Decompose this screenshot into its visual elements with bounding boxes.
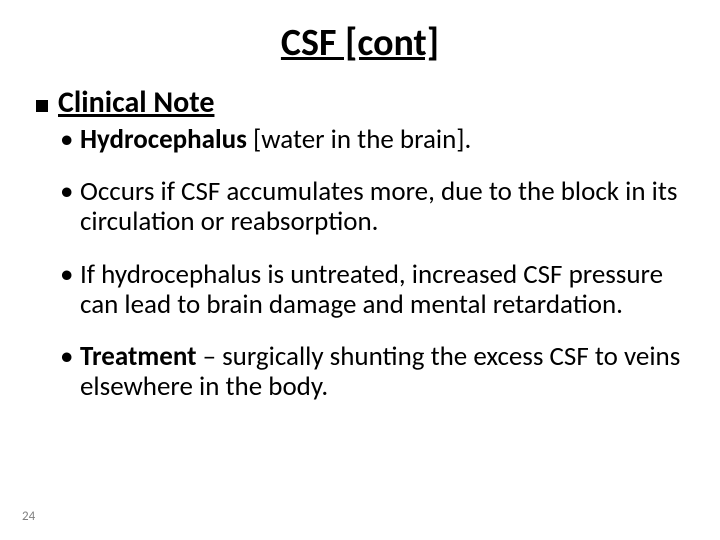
bullet-rest: If hydrocephalus is untreated, increased… <box>80 258 663 321</box>
list-item: Occurs if CSF accumulates more, due to t… <box>60 177 684 237</box>
bullet-rest: [water in the brain]. <box>247 123 471 156</box>
section-heading-text: Clinical Note <box>58 84 214 121</box>
slide-container: CSF [cont] Clinical Note Hydrocephalus [… <box>0 0 720 540</box>
bullet-lead: Hydrocephalus <box>80 123 247 156</box>
page-number: 24 <box>22 509 35 524</box>
bullet-rest: Occurs if CSF accumulates more, due to t… <box>80 175 677 238</box>
slide-title: CSF [cont] <box>36 20 684 66</box>
list-item: Hydrocephalus [water in the brain]. <box>60 125 684 155</box>
list-item: If hydrocephalus is untreated, increased… <box>60 260 684 320</box>
bullet-list: Hydrocephalus [water in the brain]. Occu… <box>36 125 684 403</box>
section-heading: Clinical Note <box>36 84 684 121</box>
list-item: Treatment – surgically shunting the exce… <box>60 342 684 402</box>
square-bullet-icon <box>36 100 48 112</box>
bullet-lead: Treatment <box>80 340 196 373</box>
